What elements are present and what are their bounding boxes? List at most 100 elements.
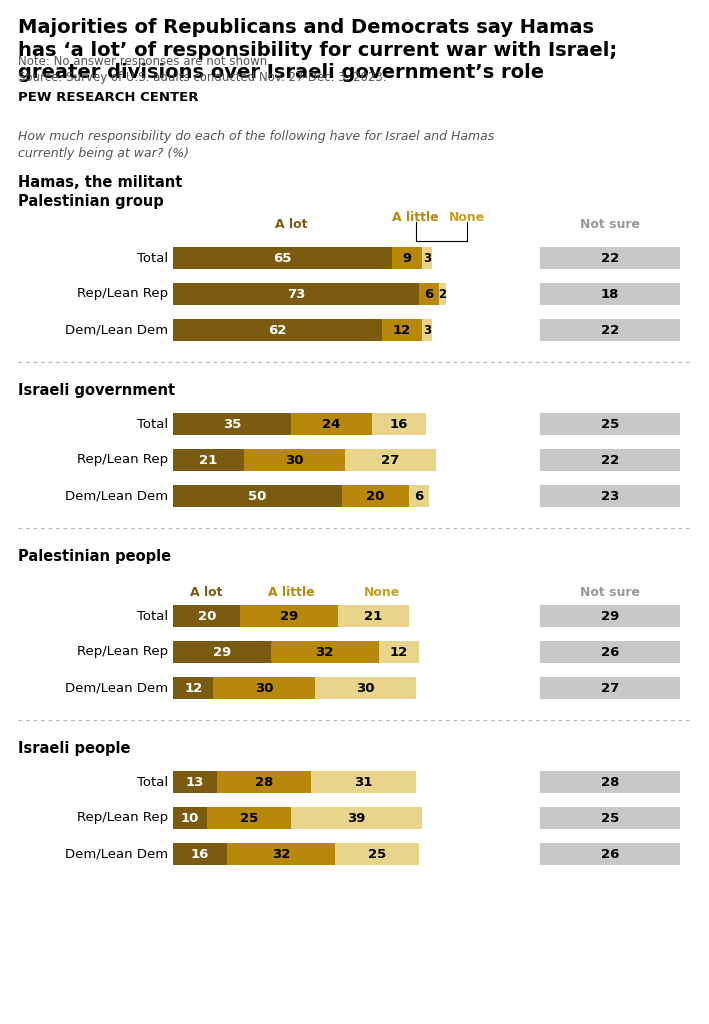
Bar (311, 771, 415, 793)
Text: 27: 27 (381, 454, 399, 467)
Text: Dem/Lean Dem: Dem/Lean Dem (65, 682, 168, 694)
Text: 20: 20 (366, 489, 384, 503)
Text: 25: 25 (240, 811, 258, 824)
Bar (173, 283, 419, 305)
Bar (173, 641, 271, 663)
Text: Dem/Lean Dem: Dem/Lean Dem (65, 324, 168, 337)
Bar (240, 605, 338, 627)
Bar (540, 485, 680, 507)
Text: A lot: A lot (191, 587, 223, 599)
Text: 27: 27 (601, 682, 619, 694)
Bar (540, 413, 680, 435)
Text: 21: 21 (199, 454, 218, 467)
Text: None: None (449, 211, 485, 224)
Text: 30: 30 (356, 682, 374, 694)
Text: 30: 30 (285, 454, 303, 467)
Bar (291, 807, 423, 829)
Bar (244, 449, 345, 471)
Bar (342, 485, 409, 507)
Text: Dem/Lean Dem: Dem/Lean Dem (65, 489, 168, 503)
Bar (173, 807, 207, 829)
Text: 26: 26 (601, 848, 619, 860)
Bar (440, 283, 446, 305)
Bar (540, 449, 680, 471)
Text: Rep/Lean Rep: Rep/Lean Rep (77, 811, 168, 824)
Text: 62: 62 (268, 324, 286, 337)
Bar (409, 485, 429, 507)
Text: None: None (364, 587, 400, 599)
Text: 6: 6 (425, 288, 434, 300)
Text: Israeli people: Israeli people (18, 741, 130, 756)
Text: PEW RESEARCH CENTER: PEW RESEARCH CENTER (18, 91, 199, 104)
Text: Hamas, the militant
Palestinian group: Hamas, the militant Palestinian group (18, 175, 182, 209)
Text: Majorities of Republicans and Democrats say Hamas
has ‘a lot’ of responsibility : Majorities of Republicans and Democrats … (18, 18, 617, 83)
Bar (173, 605, 240, 627)
Text: 3: 3 (423, 324, 432, 337)
Bar (173, 319, 382, 341)
Bar (540, 641, 680, 663)
Bar (540, 771, 680, 793)
Bar (540, 283, 680, 305)
Bar (540, 319, 680, 341)
Bar (335, 843, 419, 865)
Bar (291, 413, 372, 435)
Text: 2: 2 (439, 288, 447, 300)
Text: 18: 18 (601, 288, 619, 300)
Bar (540, 843, 680, 865)
Text: 25: 25 (601, 418, 619, 430)
Text: 22: 22 (601, 252, 619, 264)
Bar (338, 605, 409, 627)
Bar (540, 247, 680, 269)
Text: 12: 12 (393, 324, 411, 337)
Text: 29: 29 (213, 645, 231, 658)
Text: 28: 28 (255, 775, 273, 788)
Text: Rep/Lean Rep: Rep/Lean Rep (77, 645, 168, 658)
Bar (345, 449, 436, 471)
Bar (540, 605, 680, 627)
Text: 6: 6 (414, 489, 424, 503)
Bar (173, 843, 227, 865)
Text: Dem/Lean Dem: Dem/Lean Dem (65, 848, 168, 860)
Text: Not sure: Not sure (580, 587, 640, 599)
Bar (419, 283, 440, 305)
Text: 21: 21 (364, 609, 383, 623)
Text: Israeli government: Israeli government (18, 383, 175, 398)
Text: 16: 16 (390, 418, 408, 430)
Text: How much responsibility do each of the following have for Israel and Hamas
curre: How much responsibility do each of the f… (18, 130, 494, 160)
Text: Total: Total (137, 418, 168, 430)
Text: 30: 30 (255, 682, 273, 694)
Text: 32: 32 (316, 645, 334, 658)
Text: 12: 12 (390, 645, 408, 658)
Bar (271, 641, 379, 663)
Text: 50: 50 (248, 489, 267, 503)
Text: 23: 23 (601, 489, 619, 503)
Bar (227, 843, 335, 865)
Text: 16: 16 (191, 848, 209, 860)
Text: A lot: A lot (274, 218, 307, 231)
Text: Source: Survey of U.S. adults conducted Nov. 27-Dec. 3, 2023.: Source: Survey of U.S. adults conducted … (18, 71, 386, 84)
Bar (540, 807, 680, 829)
Bar (173, 247, 392, 269)
Bar (173, 771, 217, 793)
Text: 29: 29 (280, 609, 298, 623)
Text: A little: A little (392, 211, 439, 224)
Text: 31: 31 (354, 775, 373, 788)
Text: Note: No answer responses are not shown.: Note: No answer responses are not shown. (18, 55, 271, 68)
Text: 73: 73 (287, 288, 305, 300)
Bar (173, 677, 213, 699)
Bar (392, 247, 423, 269)
Text: Total: Total (137, 609, 168, 623)
Bar (173, 413, 291, 435)
Text: Rep/Lean Rep: Rep/Lean Rep (77, 454, 168, 467)
Text: 22: 22 (601, 324, 619, 337)
Text: A little: A little (267, 587, 314, 599)
Text: 10: 10 (181, 811, 199, 824)
Text: 29: 29 (601, 609, 619, 623)
Text: 24: 24 (322, 418, 340, 430)
Bar (315, 677, 415, 699)
Text: 22: 22 (601, 454, 619, 467)
Bar (423, 247, 432, 269)
Bar (372, 413, 425, 435)
Text: Rep/Lean Rep: Rep/Lean Rep (77, 288, 168, 300)
Bar (540, 677, 680, 699)
